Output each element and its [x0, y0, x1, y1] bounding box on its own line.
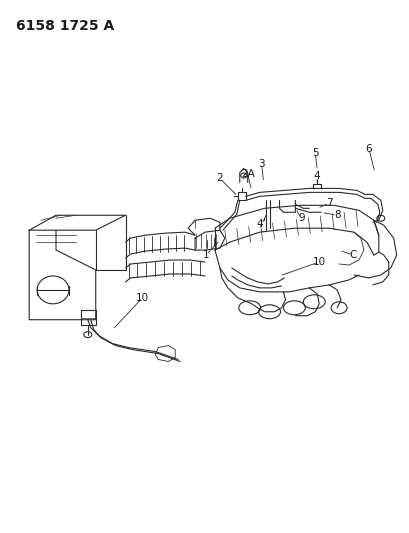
Text: 4: 4 — [313, 172, 320, 181]
Text: C: C — [348, 250, 356, 260]
Text: 6: 6 — [365, 143, 371, 154]
Text: 2: 2 — [216, 173, 222, 183]
Text: 8: 8 — [333, 210, 339, 220]
Text: 9: 9 — [297, 213, 304, 223]
Text: 6158 1725 A: 6158 1725 A — [16, 19, 114, 33]
Text: 5: 5 — [311, 148, 318, 158]
Text: 2A: 2A — [240, 169, 254, 180]
Text: 10: 10 — [135, 293, 148, 303]
Text: 10: 10 — [312, 257, 325, 267]
Text: 1: 1 — [202, 250, 209, 260]
Text: 3: 3 — [258, 158, 264, 168]
Text: 7: 7 — [325, 198, 332, 208]
Text: 4’: 4’ — [256, 219, 266, 229]
